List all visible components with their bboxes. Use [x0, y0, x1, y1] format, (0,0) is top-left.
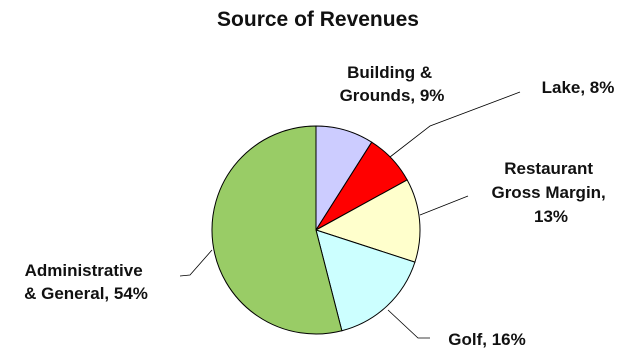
pie-slice-administrative-general: [211, 125, 343, 335]
slice-label-restaurant: Restaurant Gross Margin, 13%: [491, 159, 610, 226]
slice-label-lake-line1: Lake, 8%: [542, 78, 615, 97]
slice-label-building-line2: Grounds, 9%: [340, 86, 445, 105]
slice-label-building-grounds: Building & Grounds, 9%: [340, 63, 445, 105]
slice-label-building-line1: Building &: [347, 63, 432, 82]
leader-line-lake: [389, 91, 521, 158]
pie-slice-restaurant-gross-margin: [314, 179, 421, 263]
slice-label-restaurant-line2: Gross Margin,: [491, 183, 605, 202]
slice-label-restaurant-line3: 13%: [534, 207, 568, 226]
leader-line-admin: [179, 249, 213, 277]
leader-line-golf: [387, 309, 430, 339]
slice-label-admin-line1: Administrative: [25, 261, 143, 280]
leader-line-restaurant: [419, 195, 469, 216]
slice-label-golf-line1: Golf, 16%: [448, 330, 525, 349]
chart-title: Source of Revenues: [217, 8, 419, 31]
slice-label-admin-line2: & General, 54%: [24, 284, 148, 303]
pie-slice-golf: [315, 229, 416, 332]
pie-slices: [211, 125, 421, 335]
slice-label-restaurant-line1: Restaurant: [504, 159, 593, 178]
slice-label-golf: Golf, 16%: [448, 330, 525, 349]
slice-label-lake: Lake, 8%: [542, 78, 615, 97]
slice-label-administrative: Administrative & General, 54%: [24, 261, 148, 303]
